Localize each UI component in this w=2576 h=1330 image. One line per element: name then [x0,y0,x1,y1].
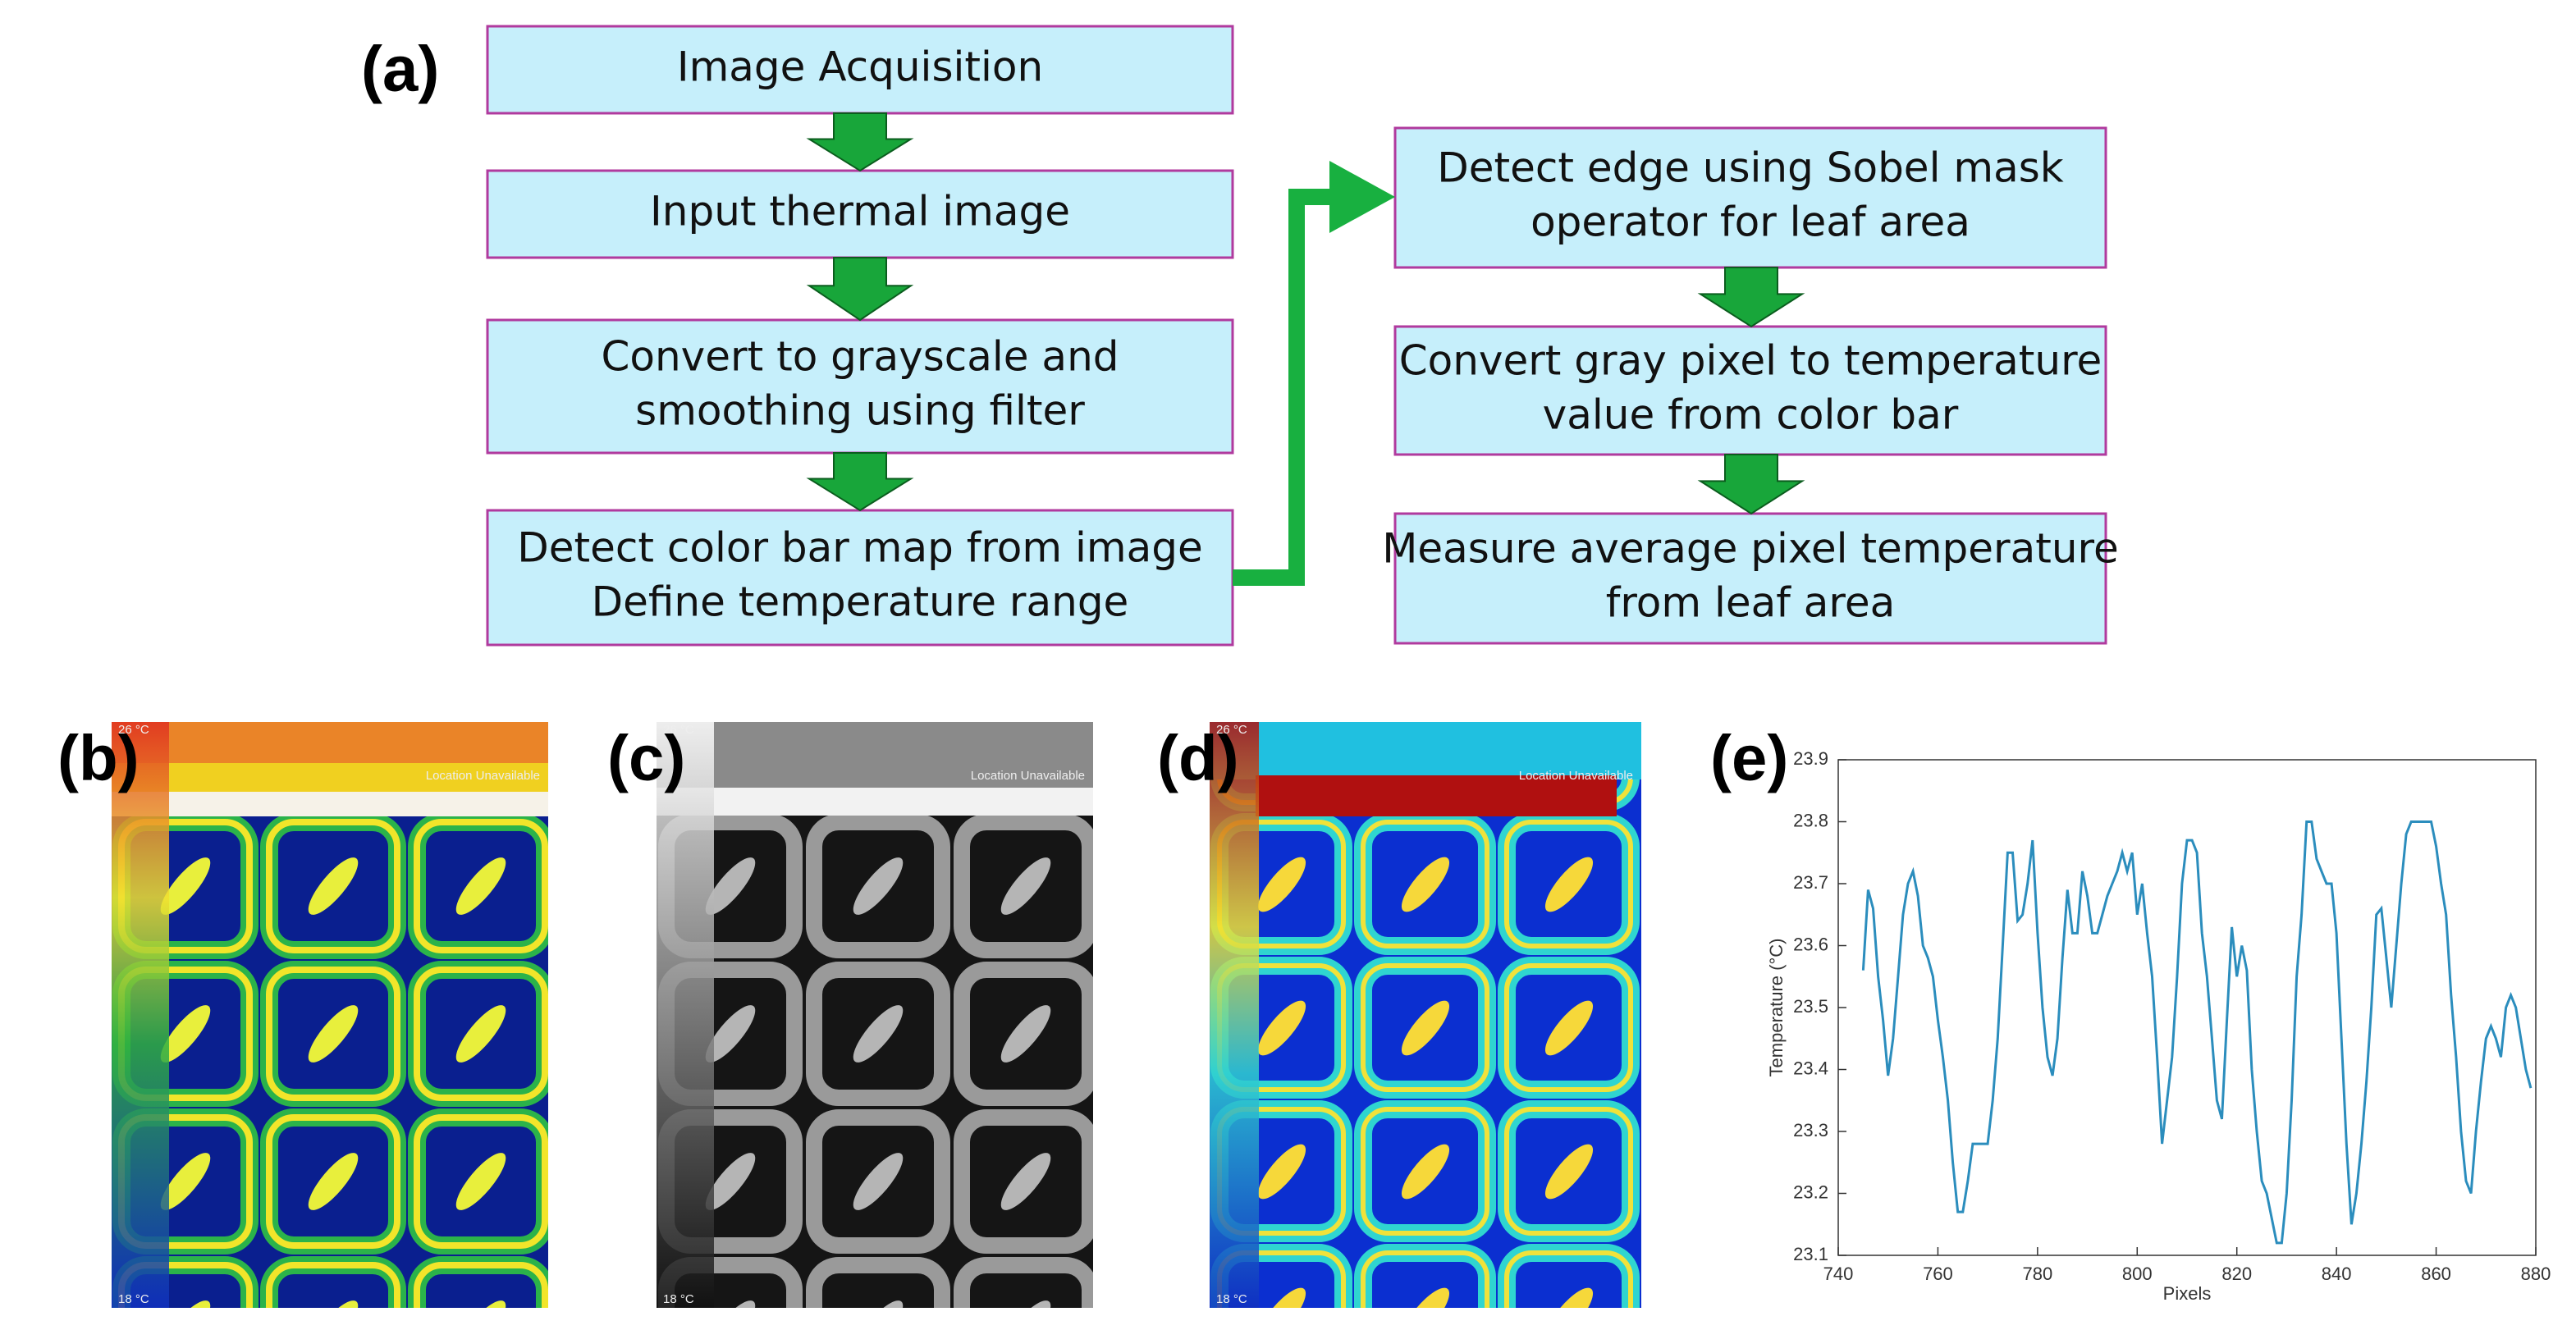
node-text: operator for leaf area [1531,199,1970,246]
node-text: Convert gray pixel to temperature [1399,337,2102,385]
data-line [1861,820,2533,1245]
flow-node [486,318,1234,455]
node-text: Detect color bar map from image [517,524,1202,572]
thermal-image [112,722,548,1308]
flow-node [1393,325,2107,456]
flow-arrow [806,112,914,172]
flow-node [486,25,1234,115]
elbow-arrow [1233,189,1338,586]
plot-frame [1837,759,2537,1256]
x-axis-label: Pixels [2163,1283,2212,1304]
panel-label: (a) [361,33,439,105]
node-text: smoothing using filter [635,387,1085,435]
flow-arrow [806,452,914,512]
y-tick-label: 23.3 [1793,1120,1828,1140]
flow-arrow [1697,267,1805,328]
y-tick-label: 23.4 [1793,1058,1828,1078]
flow-arrow [806,257,914,322]
x-tick-label: 820 [2221,1264,2252,1284]
node-text: value from color bar [1543,391,1959,439]
node-text: from leaf area [1606,579,1896,627]
y-tick-label: 23.5 [1793,996,1828,1017]
overlay-text: Location Unavailable [426,769,540,783]
overlay-text: 18 °C [1216,1292,1247,1306]
node-text: Define temperature range [592,578,1129,626]
x-tick-label: 800 [2122,1264,2153,1284]
y-tick-label: 23.6 [1793,934,1828,954]
overlay-text: 18 °C [663,1292,694,1306]
panel-label: (e) [1710,722,1788,794]
elbow-arrow-head [1329,161,1395,233]
panel-label: (d) [1157,722,1239,794]
x-tick-label: 860 [2421,1264,2451,1284]
y-tick-label: 23.2 [1793,1181,1828,1202]
node-text: Convert to grayscale and [601,333,1119,381]
x-tick-label: 880 [2521,1264,2551,1284]
overlay-text: 26 °C [663,723,694,737]
x-tick-label: 780 [2022,1264,2052,1284]
overlay-text: 26 °C [118,723,149,737]
grayscale-image [657,722,1093,1308]
y-tick-label: 23.9 [1793,748,1828,769]
overlay-text: Location Unavailable [971,769,1085,783]
overlay-text: 18 °C [118,1292,149,1306]
node-text: Detect edge using Sobel mask [1437,144,2063,192]
node-text: Measure average pixel temperature [1382,525,2119,573]
flow-node [1393,126,2107,269]
node-text: Input thermal image [650,188,1070,235]
flow-node [1393,512,2107,645]
x-tick-label: 740 [1823,1264,1854,1284]
y-tick-label: 23.7 [1793,872,1828,893]
x-tick-label: 760 [1923,1264,1953,1284]
flow-arrow [1697,454,1805,515]
y-axis-label: Temperature (°C) [1766,939,1787,1077]
overlay-text: 26 °C [1216,723,1247,737]
flow-node [486,509,1234,647]
x-tick-label: 840 [2322,1264,2352,1284]
colormap-image [1210,722,1641,1308]
y-tick-label: 23.1 [1793,1244,1828,1264]
panel-label: (b) [57,722,140,794]
overlay-text: Location Unavailable [1519,769,1633,783]
panel-label: (c) [607,722,685,794]
y-tick-label: 23.8 [1793,810,1828,830]
flow-node [486,169,1234,259]
node-text: Image Acquisition [677,43,1043,91]
